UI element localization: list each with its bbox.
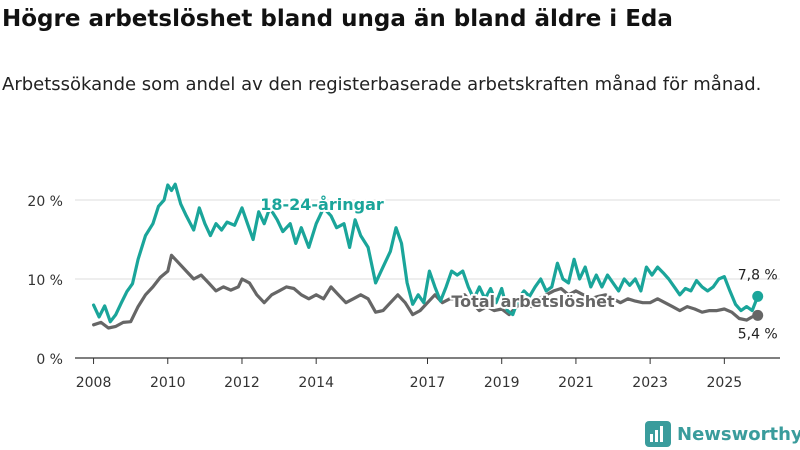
x-tick-label: 2010	[150, 375, 186, 391]
end-label-total: 5,4 %	[738, 326, 778, 342]
series-label-youth: 18-24-åringar	[260, 195, 384, 214]
x-tick-label: 2008	[76, 375, 112, 391]
series-line-youth	[92, 182, 760, 324]
y-tick-label: 10 %	[27, 273, 63, 289]
x-tick-label: 2017	[410, 375, 446, 391]
chart-subtitle: Arbetssökande som andel av den registerb…	[2, 74, 762, 95]
y-tick-label: 20 %	[27, 194, 63, 210]
x-tick-label: 2021	[558, 375, 594, 391]
brand-name: Newsworthy	[677, 423, 800, 445]
newsworthy-logo-icon	[645, 421, 671, 447]
x-tick-label: 2019	[484, 375, 520, 391]
chart-title: Högre arbetslöshet bland unga än bland ä…	[2, 6, 673, 32]
x-tick-label: 2012	[224, 375, 260, 391]
x-tick-label: 2014	[298, 375, 334, 391]
end-point-total	[752, 309, 764, 321]
series-line-total	[92, 253, 760, 330]
end-label-youth: 7,8 %	[738, 267, 778, 283]
x-tick-label: 2023	[632, 375, 668, 391]
x-tick-label: 2025	[707, 375, 743, 391]
y-tick-label: 0 %	[36, 352, 63, 368]
series-label-total: Total arbetslöshet	[451, 292, 615, 311]
brand-logo: Newsworthy	[645, 421, 800, 447]
end-point-youth	[752, 290, 764, 302]
